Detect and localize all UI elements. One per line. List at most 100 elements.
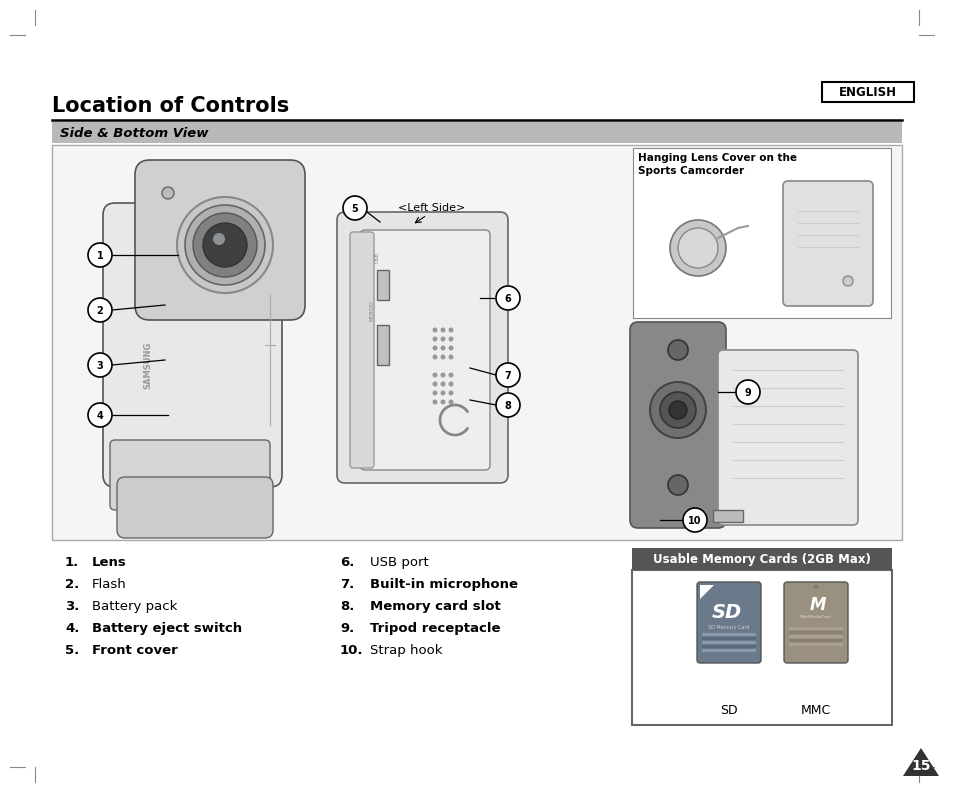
FancyBboxPatch shape (103, 203, 282, 487)
Bar (788, 635, 842, 638)
Circle shape (649, 382, 705, 438)
Circle shape (88, 243, 112, 267)
Text: Flash: Flash (91, 578, 127, 591)
Bar (701, 633, 755, 636)
Text: 4.: 4. (65, 622, 79, 635)
Bar (52, 122, 901, 143)
Text: MEMORY: MEMORY (370, 299, 375, 321)
Circle shape (432, 354, 437, 359)
Text: 10: 10 (687, 516, 701, 526)
Text: SD: SD (720, 703, 737, 716)
Text: Hanging Lens Cover on the
Sports Camcorder: Hanging Lens Cover on the Sports Camcord… (638, 153, 796, 176)
Circle shape (448, 391, 453, 395)
Text: 6: 6 (504, 294, 511, 304)
Circle shape (440, 399, 445, 404)
Text: Strap hook: Strap hook (370, 644, 442, 657)
Circle shape (162, 187, 173, 199)
FancyBboxPatch shape (350, 232, 374, 468)
Circle shape (88, 298, 112, 322)
FancyBboxPatch shape (783, 582, 847, 663)
Circle shape (203, 223, 247, 267)
Circle shape (659, 392, 696, 428)
Polygon shape (700, 585, 713, 599)
Circle shape (440, 346, 445, 350)
Text: M: M (809, 596, 825, 614)
Circle shape (432, 327, 437, 333)
FancyBboxPatch shape (336, 212, 507, 483)
Polygon shape (812, 584, 818, 588)
Text: 5.: 5. (65, 644, 79, 657)
Bar (52, 145, 901, 540)
Text: 3.: 3. (65, 600, 79, 613)
FancyBboxPatch shape (110, 440, 270, 510)
Circle shape (432, 337, 437, 342)
Circle shape (432, 399, 437, 404)
Text: Tripod receptacle: Tripod receptacle (370, 622, 500, 635)
Polygon shape (902, 748, 938, 776)
Circle shape (432, 346, 437, 350)
Text: 10.: 10. (339, 644, 363, 657)
Circle shape (448, 354, 453, 359)
Text: 4: 4 (96, 411, 103, 421)
FancyBboxPatch shape (782, 181, 872, 306)
Bar (701, 649, 755, 652)
Text: SD: SD (711, 603, 741, 622)
Text: ENGLISH: ENGLISH (838, 86, 896, 99)
Text: USB: USB (375, 252, 379, 263)
Circle shape (440, 391, 445, 395)
Circle shape (448, 337, 453, 342)
Circle shape (440, 337, 445, 342)
Text: 9.: 9. (339, 622, 354, 635)
Text: 2.: 2. (65, 578, 79, 591)
Text: MMC: MMC (800, 703, 830, 716)
Text: Battery pack: Battery pack (91, 600, 177, 613)
Text: 7.: 7. (339, 578, 354, 591)
Text: Built-in microphone: Built-in microphone (370, 578, 517, 591)
Circle shape (440, 372, 445, 378)
Text: Battery eject switch: Battery eject switch (91, 622, 242, 635)
Text: USB port: USB port (370, 556, 428, 569)
Circle shape (448, 372, 453, 378)
Circle shape (432, 372, 437, 378)
Circle shape (432, 391, 437, 395)
Bar (631, 570, 891, 725)
Text: 5: 5 (352, 204, 358, 214)
Bar (701, 645, 755, 648)
Bar (376, 325, 389, 365)
Text: Memory card slot: Memory card slot (370, 600, 500, 613)
Text: Lens: Lens (91, 556, 127, 569)
Circle shape (432, 382, 437, 387)
Circle shape (440, 354, 445, 359)
Text: 15: 15 (910, 759, 930, 773)
Text: 1: 1 (96, 251, 103, 261)
Text: Side & Bottom View: Side & Bottom View (60, 127, 209, 140)
Circle shape (440, 327, 445, 333)
Circle shape (842, 276, 852, 286)
Circle shape (496, 363, 519, 387)
Circle shape (448, 382, 453, 387)
Text: SD Memory Card: SD Memory Card (707, 625, 749, 630)
FancyBboxPatch shape (718, 350, 857, 525)
Bar (376, 270, 389, 300)
Circle shape (668, 401, 686, 419)
Circle shape (735, 380, 760, 404)
Circle shape (213, 233, 225, 245)
Bar (821, 82, 913, 102)
Circle shape (448, 399, 453, 404)
Circle shape (496, 393, 519, 417)
Circle shape (667, 475, 687, 495)
Bar (788, 631, 842, 634)
Text: 2: 2 (96, 306, 103, 316)
Text: Location of Controls: Location of Controls (52, 96, 289, 116)
Bar (788, 627, 842, 630)
Text: 3: 3 (96, 361, 103, 371)
Circle shape (177, 197, 273, 293)
Text: 8.: 8. (339, 600, 354, 613)
Text: MultiMediaCard: MultiMediaCard (800, 615, 831, 619)
FancyBboxPatch shape (629, 322, 725, 528)
Bar (701, 641, 755, 644)
Circle shape (88, 403, 112, 427)
Circle shape (448, 346, 453, 350)
Bar (788, 643, 842, 646)
Circle shape (669, 220, 725, 276)
